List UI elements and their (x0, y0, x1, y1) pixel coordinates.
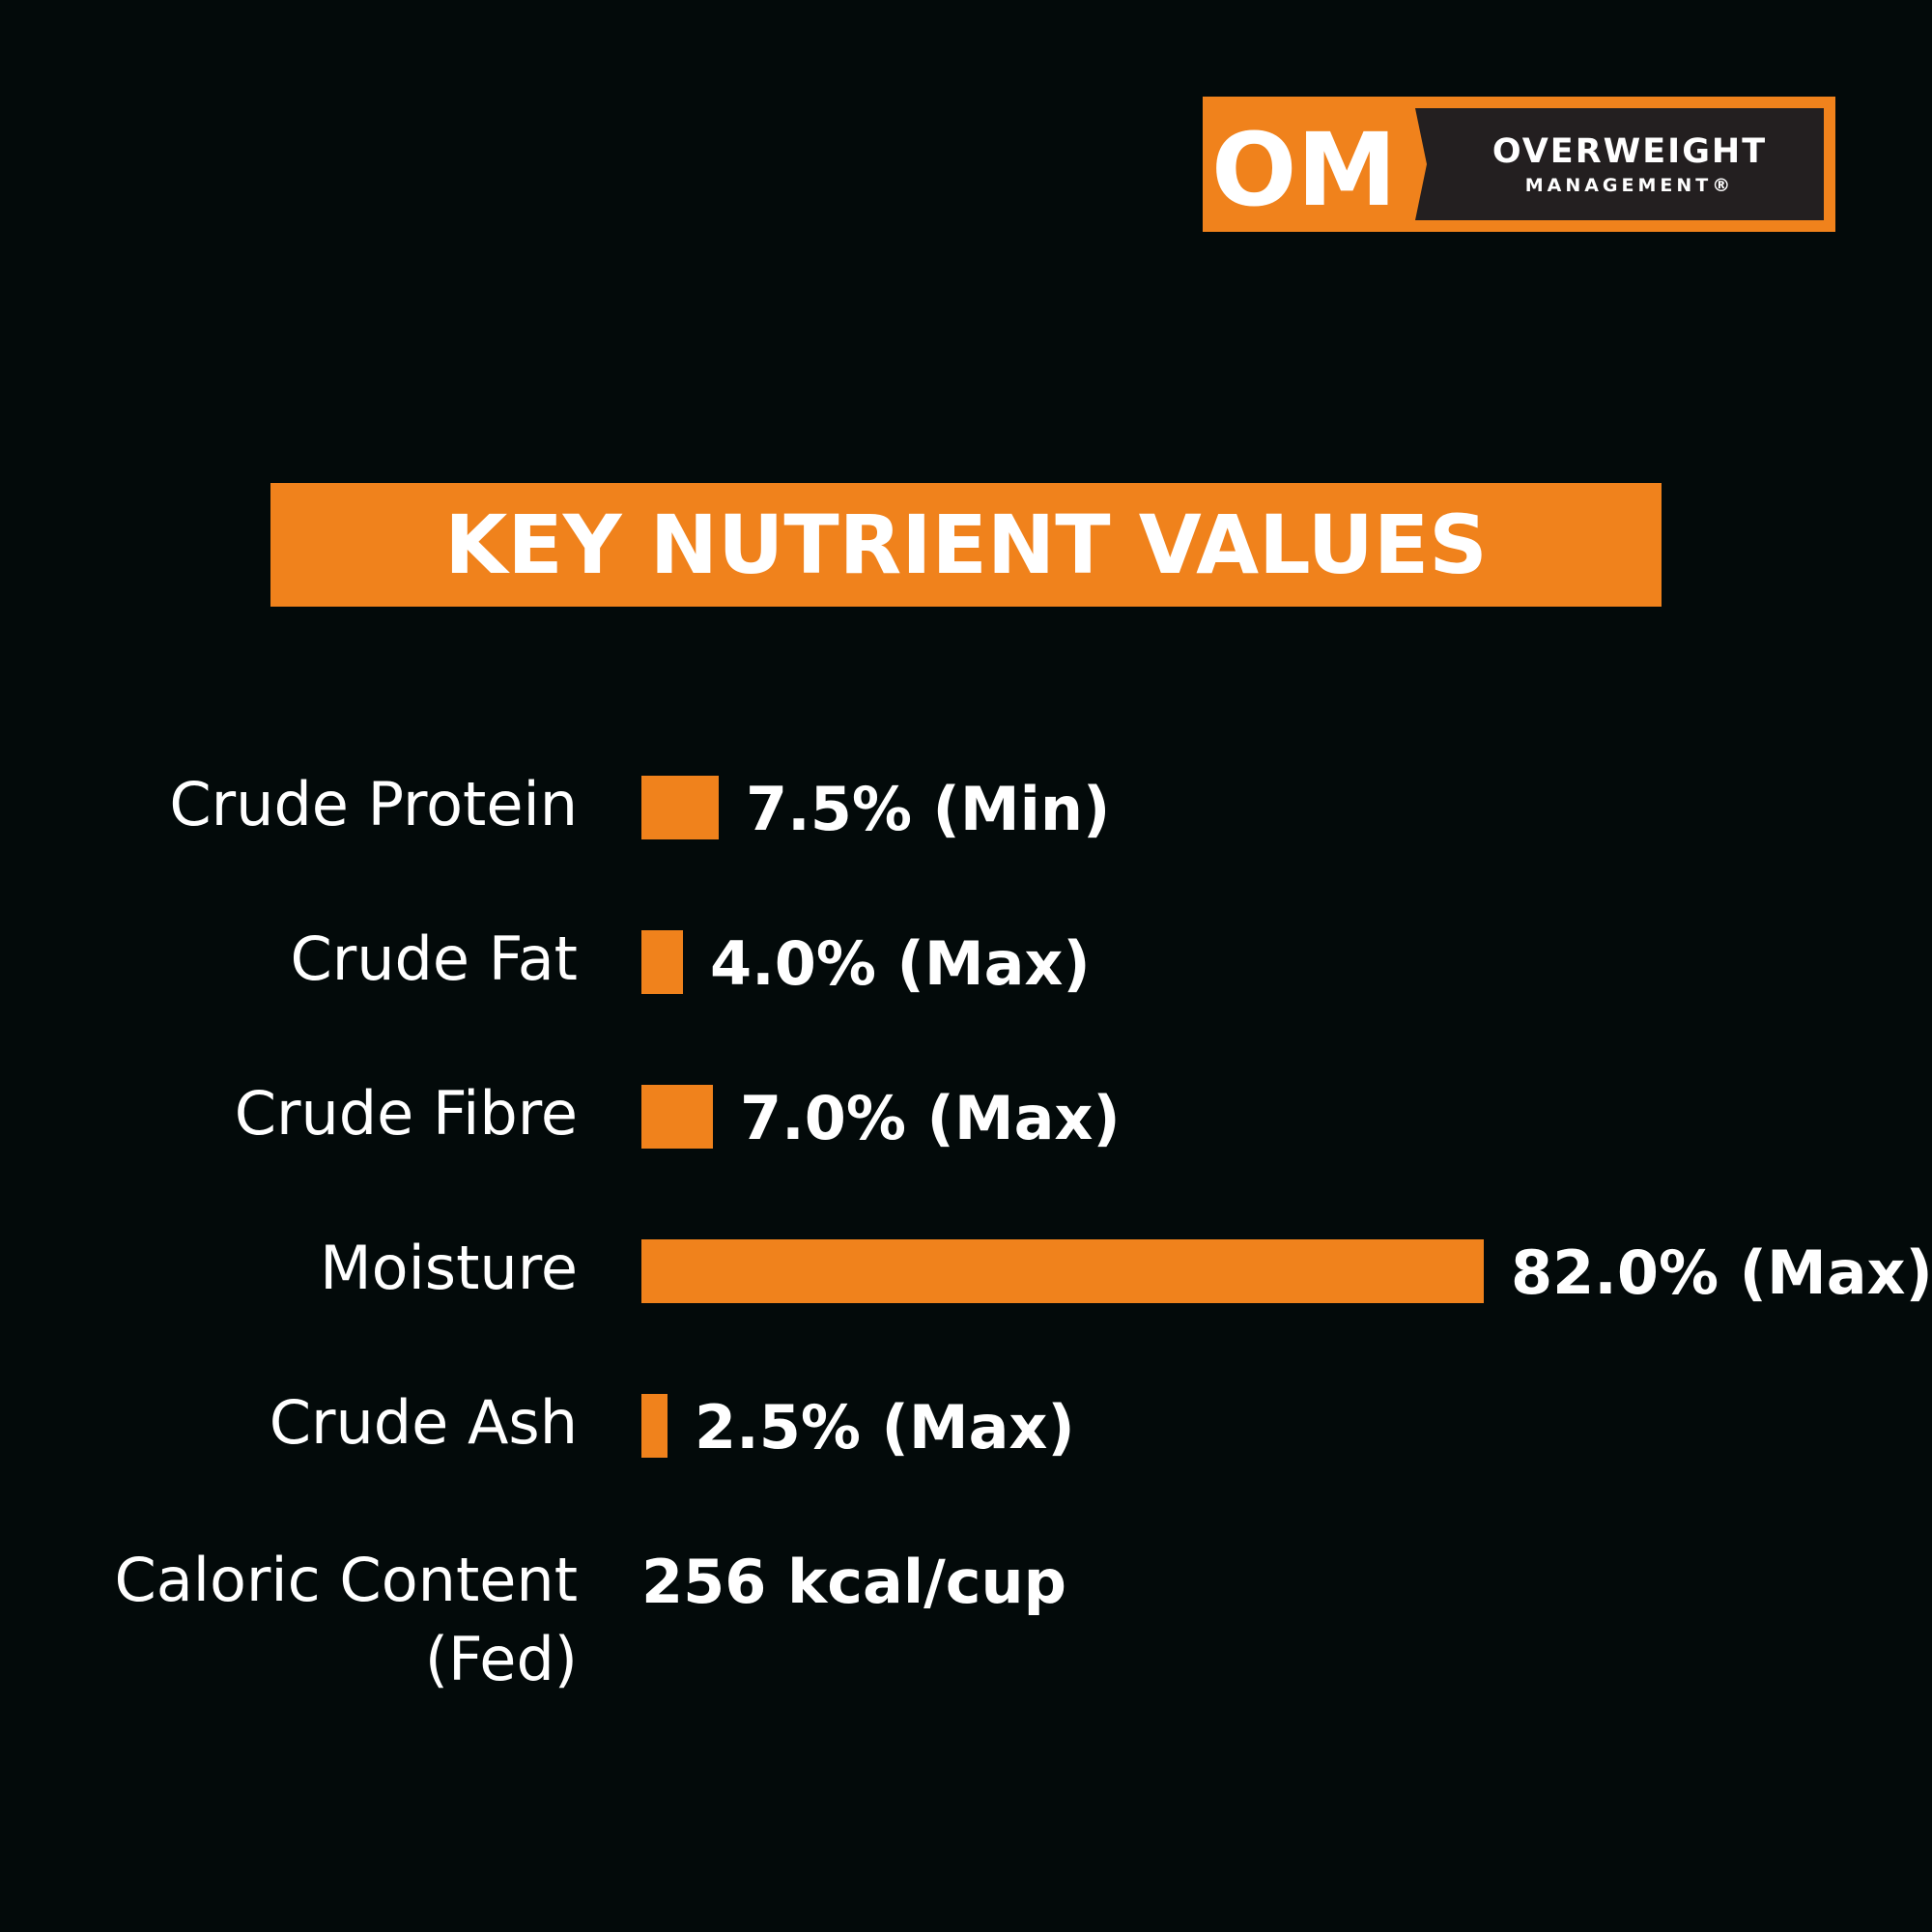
caloric-content-value: 256 kcal/cup (641, 1547, 1066, 1617)
om-overweight-management-logo: OM OVERWEIGHT MANAGEMENT® (1203, 97, 1835, 232)
category-label: Crude Fibre (234, 1078, 578, 1149)
logo-line2: MANAGEMENT® (1525, 175, 1735, 196)
category-label: Crude Fat (290, 923, 578, 994)
logo-badge-text: OM (1211, 111, 1397, 229)
caloric-label-line1: Caloric Content (114, 1545, 578, 1615)
category-label: Moisture (320, 1233, 578, 1303)
value-label: 2.5% (Max) (695, 1392, 1075, 1463)
caloric-label-line2: (Fed) (424, 1624, 578, 1694)
category-label: Crude Protein (169, 769, 578, 839)
logo-line1: OVERWEIGHT (1492, 132, 1767, 171)
value-label: 7.5% (Min) (746, 774, 1111, 844)
bar (641, 776, 719, 839)
value-label: 7.0% (Max) (740, 1083, 1121, 1153)
bar (641, 1239, 1484, 1303)
value-label: 4.0% (Max) (710, 928, 1091, 999)
caloric-content-label: Caloric Content (Fed) (0, 1541, 578, 1699)
value-label: 82.0% (Max) (1511, 1237, 1932, 1308)
category-label: Crude Ash (269, 1387, 578, 1458)
bar (641, 1394, 668, 1458)
title-banner: KEY NUTRIENT VALUES (270, 483, 1662, 607)
bar (641, 1085, 713, 1149)
chart-title: KEY NUTRIENT VALUES (444, 497, 1488, 592)
bar (641, 930, 683, 994)
